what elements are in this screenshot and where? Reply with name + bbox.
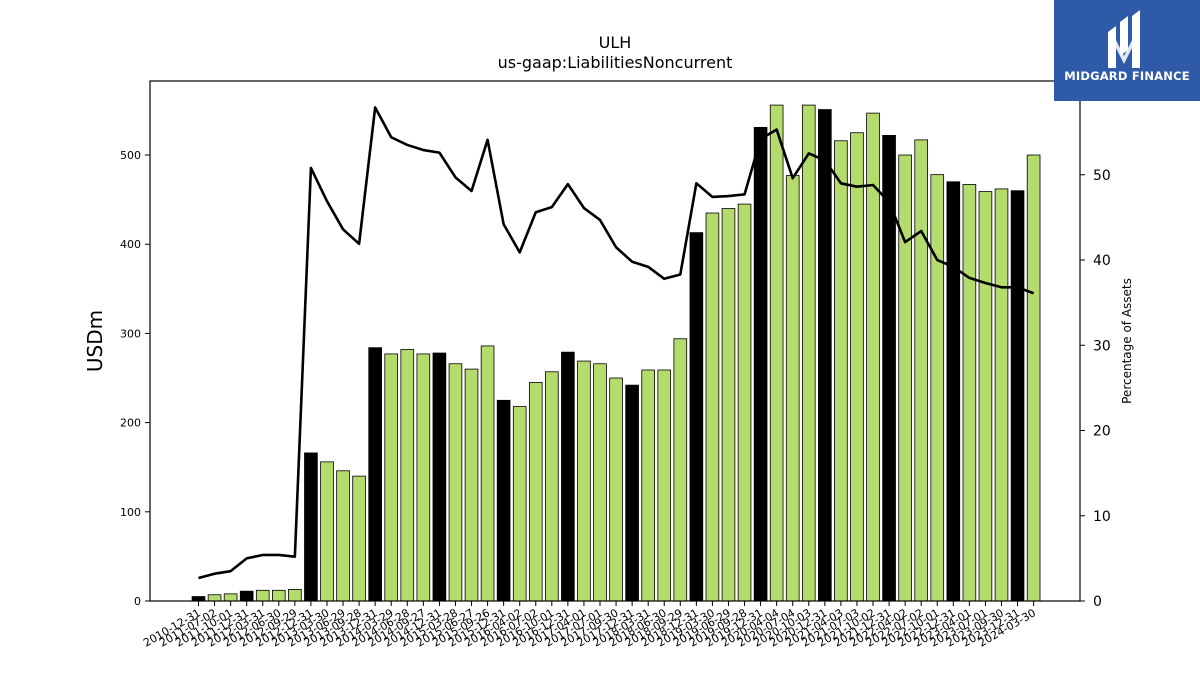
y2-tick-label: 50 [1093,168,1111,184]
bar-2015-06-27 [464,368,479,602]
bar-2016-07-02 [528,382,543,602]
y2-tick-label: 10 [1093,509,1111,525]
bar-2018-12-31 [689,232,704,602]
chart-subtitle: us-gaap:LiabilitiesNoncurrent [498,53,733,72]
bar-2012-12-31 [304,452,318,602]
bar-2022-04-02 [898,154,912,602]
y2-tick-label: 30 [1093,338,1111,354]
y2-axis-label: Percentage of Assets [1120,278,1134,404]
bar-2014-12-31 [432,352,447,602]
plot-frame [149,80,1081,602]
y2-tick-label: 0 [1093,594,1102,610]
y-axis-right: 0 10 20 30 40 50 [1080,168,1111,610]
bar-2017-07-01 [593,363,607,602]
y-axis-left: 0 100 200 300 400 500 [120,149,150,608]
bar-2015-09-26 [480,345,495,602]
y-tick-label: 200 [120,417,141,430]
bar-2022-12-31 [946,181,961,602]
y-tick-label: 100 [120,506,141,519]
bar-2021-07-03 [850,132,864,602]
bar-2015-12-31 [496,399,511,602]
bar-2021-04-03 [834,140,848,602]
bar-2023-12-31 [1010,190,1025,602]
bar-2014-03-29 [384,353,399,602]
bar-2020-12-31 [818,109,832,602]
bar-2023-07-01 [978,191,993,602]
midgard-finance-logo: MIDGARD FINANCE [1054,0,1200,101]
bar-2016-04-02 [512,406,527,602]
bar-2011-10-01 [223,593,238,602]
bar-2013-06-29 [336,470,350,602]
bar-2017-12-31 [625,384,639,602]
bar-2018-03-31 [641,369,655,602]
bar-2014-06-28 [400,349,415,602]
y2-tick-label: 20 [1093,424,1111,440]
bar-2018-09-29 [673,338,688,602]
y-tick-label: 0 [134,595,141,608]
bar-2020-07-04 [785,175,800,602]
bar-2016-12-31 [561,351,575,602]
bar-2011-12-31 [239,590,254,602]
x-axis: 2010-12-312011-07-022011-10-012011-12-31… [141,601,1038,650]
bar-2013-09-28 [352,475,366,602]
bar-2022-07-02 [914,139,928,602]
bar-2023-04-01 [962,184,977,602]
bar-2023-09-30 [994,188,1009,602]
bar-2018-06-30 [657,369,672,602]
bar-2015-03-28 [448,363,463,602]
logo-text: MIDGARD FINANCE [1064,69,1190,83]
bar-2011-07-02 [207,594,222,602]
bar-2010-12-31 [191,596,206,602]
bar-2020-10-03 [801,104,816,602]
bar-2017-09-30 [609,377,623,602]
bar-2024-03-30 [1026,154,1041,602]
y-tick-label: 300 [120,327,141,340]
bar-2012-03-31 [255,589,270,602]
bar-2016-10-01 [545,371,559,602]
bar-2013-03-30 [320,461,334,602]
bar-2019-09-28 [737,203,752,602]
bar-2020-04-04 [769,104,784,602]
bar-2017-04-01 [577,360,591,602]
bar-2019-06-29 [721,208,736,602]
percentage-line [198,106,1035,580]
y-tick-label: 400 [120,238,141,251]
bar-2014-09-27 [416,353,431,602]
line-group [198,106,1035,580]
chart-title: ULH [599,33,632,52]
bar-2022-10-01 [930,174,945,602]
bar-2012-06-30 [271,589,286,602]
y2-tick-label: 40 [1093,253,1111,269]
logo-mark-icon [1108,10,1140,68]
bar-2013-12-31 [368,347,382,602]
bar-2019-03-30 [705,212,720,602]
bars-group [191,104,1041,602]
bar-2012-09-29 [288,589,302,602]
y-axis-label: USDm [83,310,107,372]
bar-2019-12-31 [753,126,768,602]
y-tick-label: 500 [120,149,141,162]
